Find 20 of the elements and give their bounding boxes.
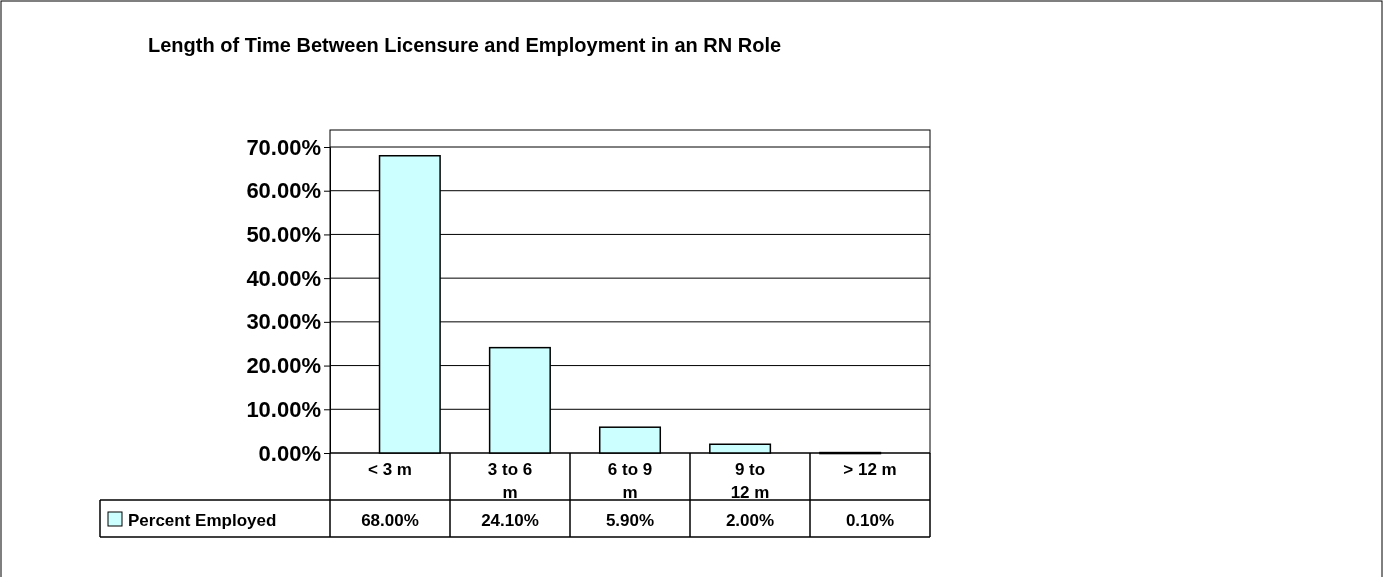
y-tick-label: 20.00% <box>246 353 321 379</box>
y-tick-label: 60.00% <box>246 178 321 204</box>
data-label: 0.10% <box>845 511 895 530</box>
data-label: 24.10% <box>481 511 539 530</box>
y-tick-label: 40.00% <box>246 265 321 291</box>
x-tick-label: > 12 m <box>843 460 897 479</box>
y-tick-label: 50.00% <box>246 221 321 247</box>
data-label: 5.90% <box>605 511 655 530</box>
chart-title: Length of Time Between Licensure and Employment in an RN Role <box>148 34 782 56</box>
y-tick-label: 10.00% <box>246 396 321 422</box>
y-tick-label: 70.00% <box>246 134 321 160</box>
y-tick-label: 0.00% <box>258 440 321 466</box>
x-tick-label: < 3 m <box>368 460 412 479</box>
data-label: 2.00% <box>725 511 775 530</box>
legend-label: Percent Employed <box>128 511 277 530</box>
x-tick-label: 6 to 9 m <box>607 460 653 502</box>
y-tick-label: 30.00% <box>246 309 321 335</box>
data-label: 68.00% <box>361 511 419 530</box>
x-tick-label: 9 to 12 m <box>730 460 770 502</box>
x-tick-label: 3 to 6 m <box>487 460 533 502</box>
